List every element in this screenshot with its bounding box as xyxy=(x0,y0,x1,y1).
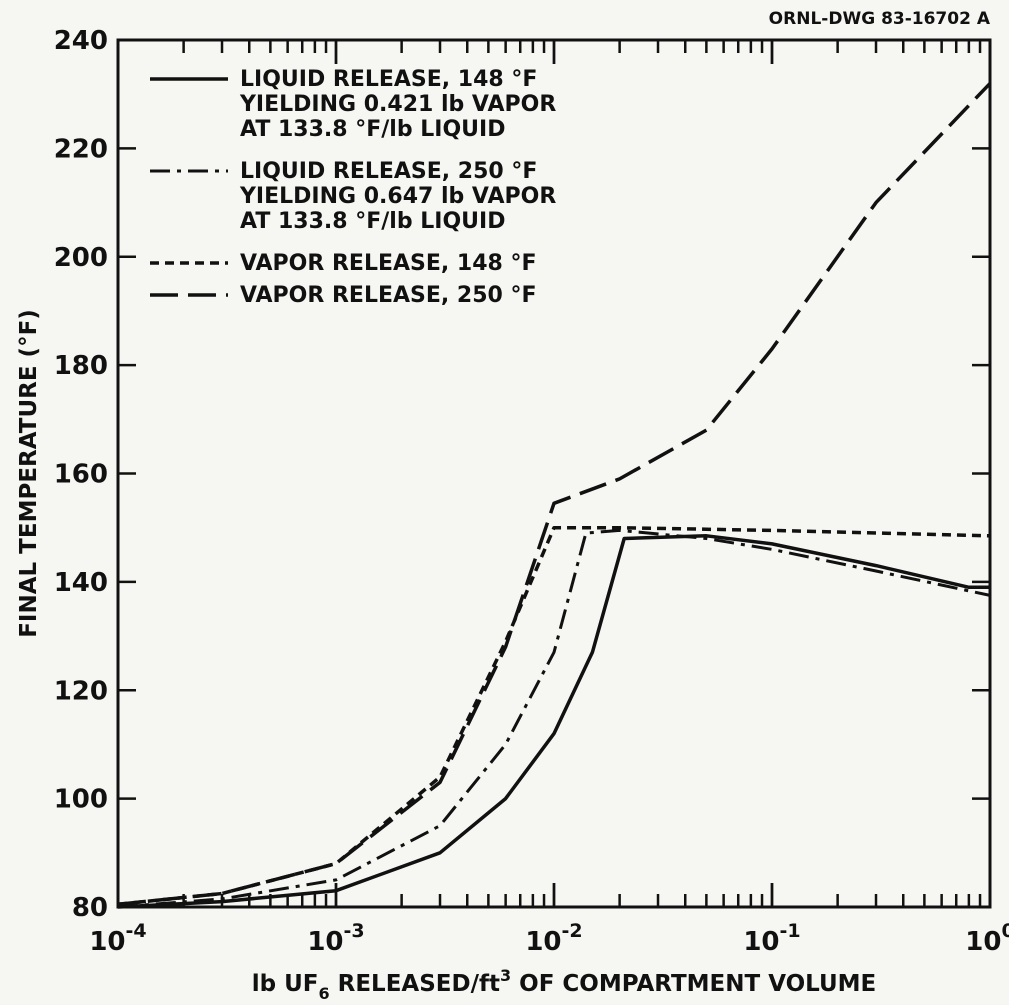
x-tick-labels: 10-4 10-3 10-2 10-1 100 xyxy=(89,920,1009,957)
y-tick-label: 140 xyxy=(54,568,108,598)
x-axis-label-subscript: 6 xyxy=(318,984,329,1003)
axis-ticks xyxy=(116,38,992,909)
x-tick-label: 10-1 xyxy=(743,920,800,957)
legend-label: AT 133.8 °F/lb LIQUID xyxy=(240,209,505,234)
x-axis-label-superscript: 3 xyxy=(500,966,511,985)
y-tick-label: 80 xyxy=(72,893,108,923)
legend-label: AT 133.8 °F/lb LIQUID xyxy=(240,117,505,142)
x-tick-label: 10-2 xyxy=(525,920,582,957)
y-tick-label: 200 xyxy=(54,243,108,273)
y-tick-label: 160 xyxy=(54,460,108,490)
x-tick-label: 100 xyxy=(965,920,1009,957)
y-tick-labels: 80 100 120 140 160 180 200 220 240 xyxy=(54,26,108,923)
legend-label: LIQUID RELEASE, 148 °F xyxy=(240,67,537,92)
x-axis-label-part: lb UF xyxy=(252,971,319,997)
x-axis-label-part: RELEASED/ft xyxy=(330,971,500,997)
series-line-3 xyxy=(117,525,991,907)
y-tick-label: 220 xyxy=(54,134,108,164)
series-layer xyxy=(117,82,992,909)
x-axis-label-part: OF COMPARTMENT VOLUME xyxy=(511,971,876,997)
y-tick-label: 100 xyxy=(54,785,108,815)
legend-label: YIELDING 0.421 lb VAPOR xyxy=(239,92,556,117)
x-tick-label: 10-4 xyxy=(89,920,146,957)
y-axis-label: FINAL TEMPERATURE (°F) xyxy=(16,309,42,638)
series-line-4 xyxy=(117,82,992,907)
legend-label: YIELDING 0.647 lb VAPOR xyxy=(239,184,556,209)
legend-label: VAPOR RELEASE, 250 °F xyxy=(240,283,537,308)
legend-label: LIQUID RELEASE, 250 °F xyxy=(240,159,537,184)
legend-label: VAPOR RELEASE, 148 °F xyxy=(240,251,537,276)
series-line-1 xyxy=(117,534,990,909)
drawing-id: ORNL-DWG 83-16702 A xyxy=(769,9,991,29)
y-tick-label: 120 xyxy=(54,676,108,706)
x-axis-label: lb UF6 RELEASED/ft3 OF COMPARTMENT VOLUM… xyxy=(252,966,877,1003)
series-line-2 xyxy=(117,528,991,909)
plot-frame xyxy=(116,38,992,909)
y-tick-label: 180 xyxy=(54,351,108,381)
y-tick-label: 240 xyxy=(54,26,108,56)
x-tick-label: 10-3 xyxy=(307,920,364,957)
